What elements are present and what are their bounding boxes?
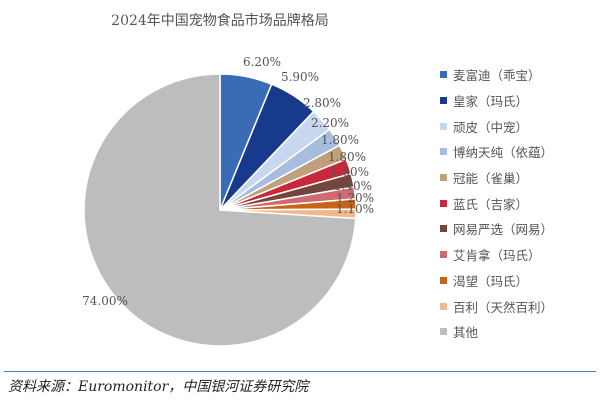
- legend-item: 蓝氏（吉家）: [440, 190, 553, 216]
- legend-label: 艾肯拿（玛氏）: [453, 248, 541, 264]
- legend-item: 艾肯拿（玛氏）: [440, 242, 553, 268]
- legend-label: 其他: [453, 325, 479, 341]
- legend-label: 百利（天然百利）: [453, 299, 554, 315]
- legend-swatch: [440, 97, 447, 105]
- legend-swatch: [440, 225, 447, 233]
- legend-label: 蓝氏（吉家）: [453, 196, 529, 212]
- legend-item: 网易严选（网易）: [440, 216, 553, 242]
- divider: [4, 371, 596, 372]
- data-label: 6.20%: [243, 55, 281, 69]
- legend-label: 网易严选（网易）: [453, 222, 554, 238]
- legend-swatch: [440, 199, 447, 207]
- legend-item: 百利（天然百利）: [440, 293, 553, 319]
- legend-label: 博纳天纯（依蕴）: [453, 145, 554, 161]
- data-label: 2.20%: [311, 116, 349, 130]
- data-label: 1.20%: [336, 191, 374, 205]
- pie-slice: [83, 73, 357, 347]
- legend-swatch: [440, 251, 447, 259]
- pie-chart: 6.20%5.90%2.80%2.20%1.80%1.80%1.60%1.40%…: [82, 55, 374, 347]
- legend: 麦富迪（乖宝） 皇家（玛氏） 顽皮（中宠） 博纳天纯（依蕴） 冠能（雀巢） 蓝氏（吉家） 网…: [440, 62, 553, 345]
- legend-swatch: [440, 328, 447, 336]
- legend-item: 冠能（雀巢）: [440, 165, 553, 191]
- data-label: 1.80%: [328, 150, 366, 164]
- legend-label: 顽皮（中宠）: [453, 119, 529, 135]
- data-label: 74.00%: [82, 294, 128, 308]
- data-label: 2.80%: [303, 96, 341, 110]
- legend-item: 皇家（玛氏）: [440, 88, 553, 114]
- data-label: 1.80%: [321, 133, 359, 147]
- legend-item: 渴望（玛氏）: [440, 268, 553, 294]
- legend-label: 冠能（雀巢）: [453, 171, 529, 187]
- legend-label: 皇家（玛氏）: [453, 94, 529, 110]
- legend-item: 其他: [440, 319, 553, 345]
- data-label: 1.10%: [336, 202, 374, 216]
- source-note: 资料来源：Euromonitor，中国银河证券研究院: [8, 379, 309, 395]
- legend-label: 渴望（玛氏）: [453, 273, 529, 289]
- legend-swatch: [440, 122, 447, 130]
- legend-item: 博纳天纯（依蕴）: [440, 139, 553, 165]
- legend-label: 麦富迪（乖宝）: [453, 68, 541, 84]
- legend-swatch: [440, 174, 447, 182]
- legend-swatch: [440, 148, 447, 156]
- legend-item: 麦富迪（乖宝）: [440, 62, 553, 88]
- data-label: 1.40%: [334, 179, 372, 193]
- legend-swatch: [440, 276, 447, 284]
- data-label: 5.90%: [281, 70, 319, 84]
- chart-title: 2024年中国宠物食品市场品牌格局: [111, 13, 329, 29]
- legend-swatch: [440, 71, 447, 79]
- legend-item: 顽皮（中宠）: [440, 113, 553, 139]
- legend-swatch: [440, 302, 447, 310]
- data-label: 1.60%: [331, 165, 369, 179]
